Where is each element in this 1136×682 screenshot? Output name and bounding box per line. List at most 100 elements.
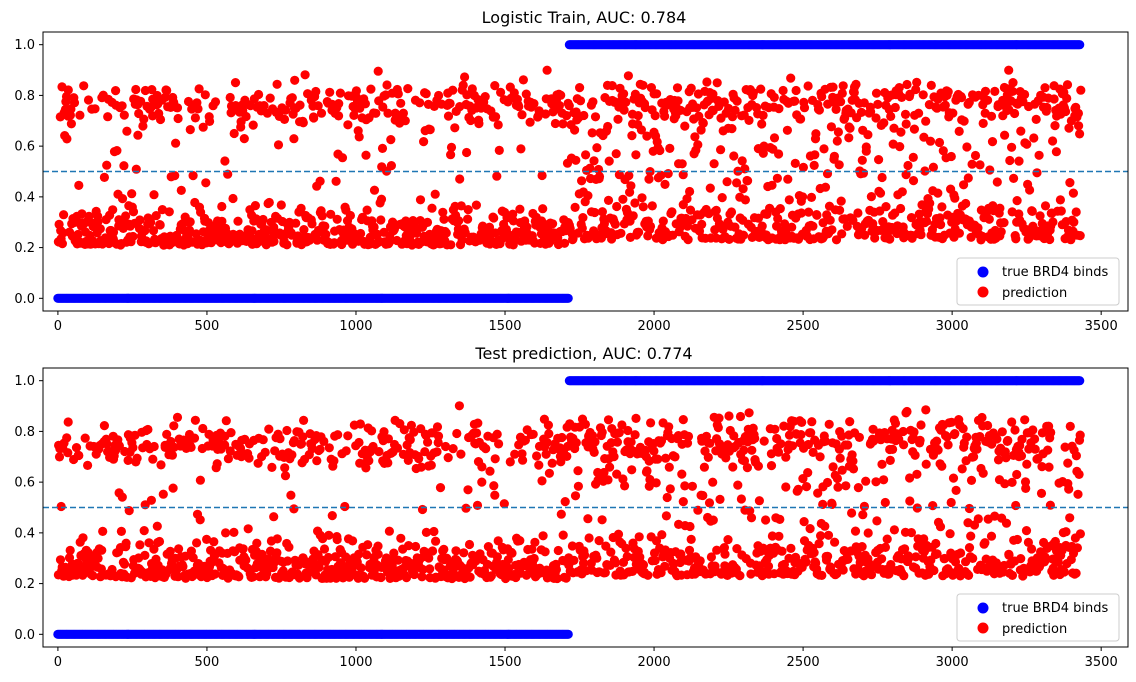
prediction-point [258, 435, 268, 445]
prediction-point [636, 125, 647, 135]
prediction-point [851, 79, 861, 89]
prediction-point [890, 102, 900, 113]
prediction-point [414, 454, 424, 464]
prediction-point [432, 422, 443, 432]
prediction-point [943, 87, 953, 97]
legend: true BRD4 binds prediction [956, 257, 1120, 306]
prediction-point [958, 424, 968, 434]
prediction-point [750, 433, 760, 443]
prediction-point [62, 134, 72, 144]
prediction-point [1073, 108, 1083, 118]
prediction-point [472, 500, 483, 510]
prediction-point [558, 119, 568, 129]
x-tick-label: 3000 [936, 319, 969, 334]
prediction-point [856, 107, 867, 117]
prediction-point [528, 429, 538, 439]
prediction-point [1076, 85, 1086, 95]
prediction-point [474, 119, 484, 129]
prediction-point [705, 183, 715, 193]
prediction-point [188, 553, 198, 563]
prediction-point [839, 546, 849, 556]
prediction-point [925, 198, 935, 208]
prediction-point [127, 189, 137, 199]
prediction-point [708, 515, 718, 525]
prediction-point [209, 537, 219, 547]
prediction-point [527, 544, 537, 554]
prediction-point [387, 561, 397, 571]
prediction-point [1012, 196, 1022, 206]
prediction-point [870, 233, 880, 243]
prediction-point [193, 104, 203, 114]
prediction-point [319, 436, 329, 446]
prediction-point [540, 547, 550, 557]
prediction-point [638, 202, 648, 212]
prediction-point [957, 464, 967, 474]
prediction-point [894, 83, 904, 93]
prediction-point [456, 449, 466, 459]
prediction-point [74, 180, 84, 190]
prediction-point [592, 553, 602, 563]
prediction-point [673, 96, 683, 106]
prediction-point [885, 234, 895, 244]
prediction-point [643, 570, 653, 580]
prediction-point [704, 498, 715, 508]
prediction-point [1040, 201, 1051, 211]
prediction-point [739, 445, 749, 455]
prediction-point [796, 430, 806, 440]
prediction-point [435, 483, 446, 493]
prediction-point [1011, 234, 1021, 244]
prediction-point [822, 477, 833, 488]
prediction-point [458, 80, 468, 90]
prediction-point [121, 538, 131, 548]
prediction-point [832, 473, 843, 484]
prediction-point [516, 144, 526, 154]
prediction-point [272, 548, 282, 558]
prediction-point [708, 89, 718, 99]
prediction-point [556, 509, 566, 519]
prediction-point [973, 223, 983, 233]
prediction-point [964, 503, 975, 514]
prediction-point [326, 209, 336, 219]
prediction-point [581, 150, 591, 160]
prediction-point [812, 210, 822, 220]
prediction-point [966, 531, 976, 541]
prediction-point [460, 72, 470, 82]
prediction-point [813, 488, 823, 498]
prediction-point [319, 544, 330, 554]
prediction-point [158, 489, 168, 499]
prediction-point [561, 573, 571, 583]
prediction-point [1040, 83, 1050, 93]
prediction-point [897, 92, 907, 102]
prediction-point [55, 555, 66, 565]
prediction-point [348, 536, 358, 546]
x-tick-label: 2000 [638, 319, 671, 334]
prediction-point [229, 527, 239, 538]
prediction-point [171, 138, 181, 148]
prediction-point [804, 207, 814, 217]
prediction-point [687, 481, 698, 491]
prediction-point [361, 463, 371, 473]
prediction-point [373, 66, 383, 76]
prediction-point [938, 146, 948, 156]
prediction-point [356, 228, 366, 239]
prediction-point [202, 534, 212, 545]
prediction-point [744, 408, 754, 418]
prediction-point [940, 100, 950, 110]
prediction-point [367, 426, 377, 436]
prediction-point [443, 453, 453, 463]
prediction-point [631, 150, 641, 160]
prediction-point [675, 222, 685, 232]
prediction-point [462, 147, 472, 158]
prediction-point [384, 526, 394, 536]
prediction-point [492, 171, 502, 181]
prediction-point [656, 436, 667, 446]
prediction-point [711, 205, 721, 215]
prediction-point [649, 446, 659, 456]
prediction-point [908, 176, 919, 186]
prediction-point [861, 146, 871, 156]
y-tick-label: 1.0 [14, 38, 35, 53]
prediction-point [823, 99, 833, 109]
prediction-point [448, 444, 458, 454]
prediction-point [612, 469, 622, 479]
prediction-point [928, 501, 938, 511]
